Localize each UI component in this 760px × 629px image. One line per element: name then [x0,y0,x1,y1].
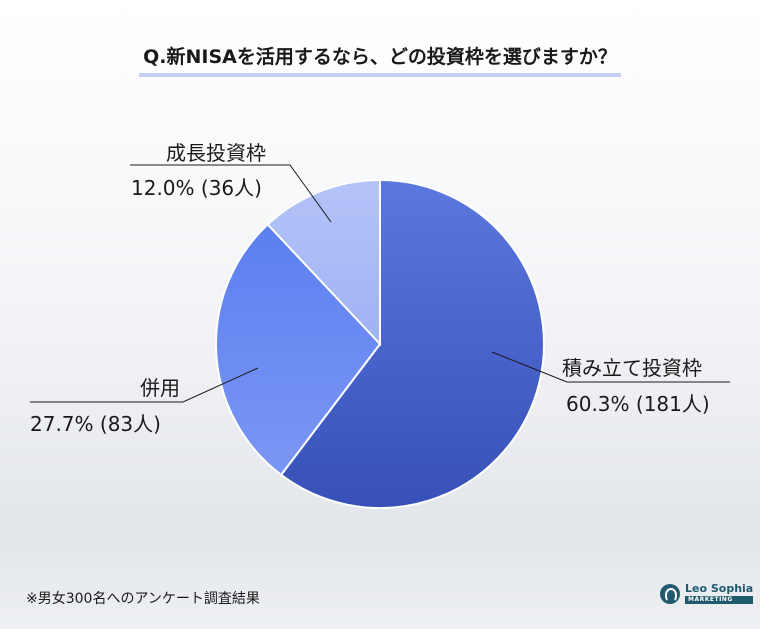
brand-logo-sub: MARKETING [685,596,754,604]
slice-label-combined: 併用 [140,372,180,401]
slice-percent-combined: 27.7% [30,412,94,436]
slice-name-combined: 併用 [140,376,180,400]
slice-value-tsumitate: 60.3% (181人) [566,388,710,417]
slice-name-growth: 成長投資枠 [166,141,266,165]
slice-label-growth: 成長投資枠 [166,137,266,166]
brand-logo-icon [660,583,680,604]
brand-logo: Leo Sophia MARKETING [660,582,754,604]
slice-count-growth: (36人) [200,176,262,200]
slice-percent-tsumitate: 60.3% [566,392,630,416]
footnote: ※男女300名へのアンケート調査結果 [26,591,260,607]
slice-count-tsumitate: (181人) [635,392,710,416]
slice-growth [266,178,381,347]
slice-count-combined: (83人) [99,412,161,436]
leader-line-combined [30,367,259,403]
chart-title-wrap: Q.新NISAを活用するなら、どの投資枠を選びますか？ [0,42,760,77]
slice-value-combined: 27.7% (83人) [30,408,161,437]
chart-title: Q.新NISAを活用するなら、どの投資枠を選びますか？ [139,42,621,77]
slice-combined [215,223,382,477]
slice-label-tsumitate: 積み立て投資枠 [562,352,702,381]
leader-line-tsumitate [491,351,730,383]
slice-tsumitate [279,178,545,509]
slice-value-growth: 12.0% (36人) [131,172,262,201]
brand-logo-name: Leo Sophia [685,582,754,595]
slice-percent-growth: 12.0% [131,176,195,200]
slice-name-tsumitate: 積み立て投資枠 [562,356,702,380]
leader-line-growth [130,164,332,223]
